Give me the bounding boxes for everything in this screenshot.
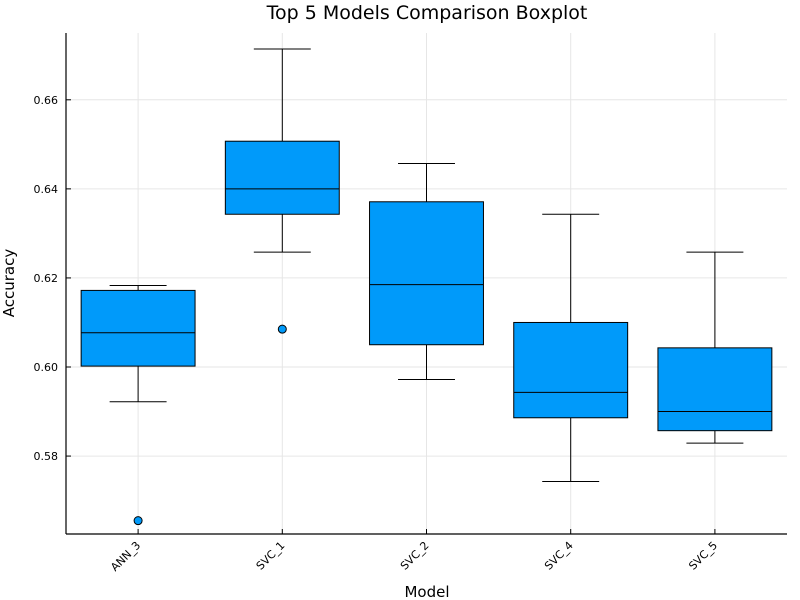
y-axis-label: Accuracy — [0, 249, 18, 318]
box-layer — [80, 48, 773, 526]
y-tick-label: 0.66 — [34, 94, 59, 107]
iqr-box — [657, 347, 773, 432]
iqr-box — [224, 140, 340, 215]
iqr-box — [80, 289, 196, 367]
box-group-svc-1 — [224, 48, 340, 334]
chart-title: Top 5 Models Comparison Boxplot — [266, 2, 588, 24]
x-axis-label: Model — [404, 583, 449, 600]
iqr-box — [369, 201, 484, 346]
y-tick-label: 0.58 — [34, 450, 59, 463]
y-tick-label: 0.62 — [34, 272, 59, 285]
y-tick-label: 0.64 — [34, 183, 59, 196]
outlier-point — [133, 516, 143, 526]
y-tick-label: 0.60 — [34, 361, 59, 374]
box-group-svc-5 — [657, 251, 773, 444]
box-group-ann-3 — [80, 285, 196, 526]
box-group-svc-2 — [369, 162, 484, 380]
outlier-point — [277, 324, 287, 334]
box-group-svc-4 — [513, 213, 629, 482]
iqr-box — [513, 321, 629, 419]
